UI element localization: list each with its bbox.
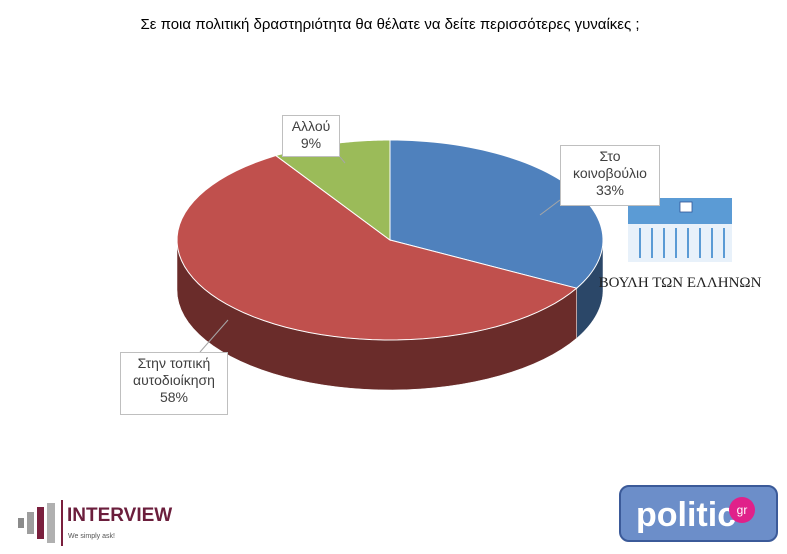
politic-text: politic — [636, 496, 736, 534]
category-label: Αλλού — [291, 118, 331, 134]
slice-label: Στο κοινοβούλιο 33% — [560, 145, 660, 206]
slice-label: Αλλού 9% — [282, 115, 340, 157]
interview-logo: INTERVIEW We simply ask! — [18, 500, 172, 546]
politic-logo: politic gr — [619, 485, 778, 542]
politic-suffix: gr — [737, 503, 748, 517]
value-label: 58% — [159, 389, 189, 405]
interview-tagline: We simply ask! — [68, 533, 115, 540]
chart-title: Σε ποια πολιτική δραστηριότητα θα θέλατε… — [140, 16, 639, 33]
leader-lines — [199, 156, 561, 353]
value-label: 9% — [300, 135, 322, 151]
pie — [176, 139, 604, 391]
value-label: 33% — [595, 182, 625, 198]
category-label: Στο κοινοβούλιο — [573, 148, 647, 181]
slice-label: Στην τοπική αυτοδιοίκηση 58% — [120, 352, 228, 415]
parliament-text: ΒΟΥΛΗ ΤΩΝ ΕΛΛΗΝΩΝ — [599, 275, 762, 291]
parliament-logo: ΒΟΥΛΗ ΤΩΝ ΕΛΛΗΝΩΝ — [599, 198, 762, 291]
category-label: Στην τοπική αυτοδιοίκηση — [133, 355, 215, 388]
interview-text: INTERVIEW — [67, 505, 172, 526]
slice — [176, 155, 578, 341]
